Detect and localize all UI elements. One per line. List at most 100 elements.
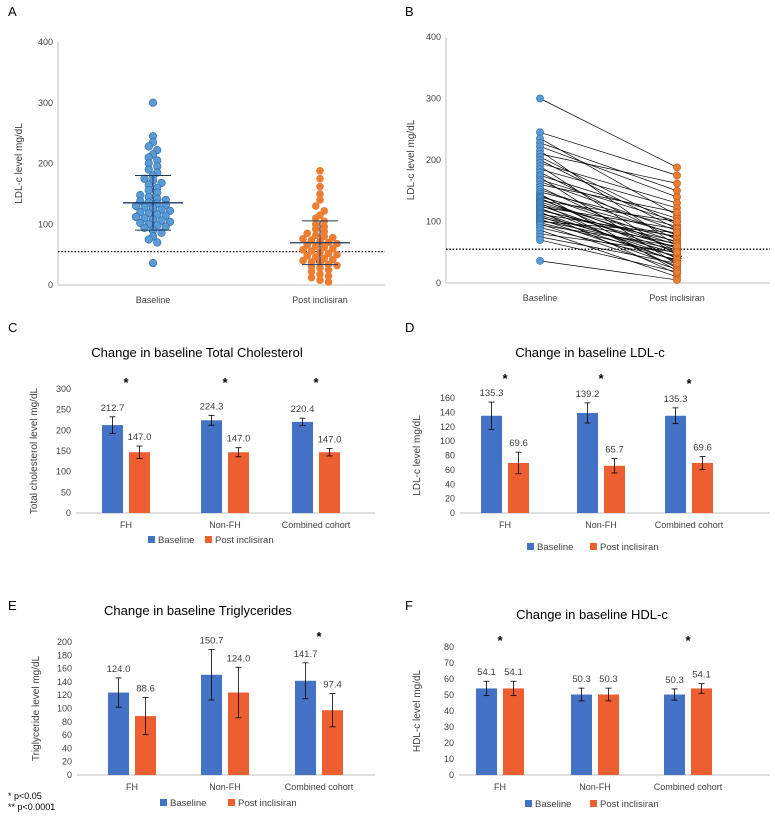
y-tick-label: 20 (445, 494, 455, 504)
y-tick-label: 0 (436, 278, 441, 288)
chart-title: Change in baseline HDL-c (516, 607, 668, 622)
y-tick-label: 60 (62, 730, 72, 740)
data-point (316, 190, 324, 198)
baseline-bar (292, 421, 313, 513)
post-bar (508, 462, 529, 513)
post-bar (129, 452, 150, 513)
x-tick-label: FH (120, 520, 132, 530)
x-tick-label: Non-FH (209, 782, 241, 792)
y-tick-label: 120 (57, 690, 72, 700)
pair-line (539, 215, 678, 254)
legend-label: Post inclisiran (215, 535, 274, 546)
data-point (324, 278, 333, 286)
baseline-bar (665, 415, 686, 513)
y-tick-label: 30 (444, 722, 454, 732)
legend-swatch-baseline (148, 536, 155, 543)
baseline-bar (577, 412, 598, 513)
y-tick-label: 200 (38, 159, 53, 169)
legend-swatch-baseline (527, 543, 534, 550)
y-tick-label: 200 (57, 637, 72, 647)
pair-line (539, 98, 678, 168)
legend-label: Post inclisiran (600, 542, 659, 553)
x-tick-label: Non-FH (209, 520, 241, 530)
post-point (673, 179, 681, 188)
legend-swatch-post (228, 799, 235, 806)
pair-line (539, 210, 678, 242)
y-tick-label: 80 (62, 717, 72, 727)
significance-marker: * (316, 629, 322, 644)
baseline-bar (102, 425, 123, 513)
pair-line (539, 131, 678, 176)
legend-label: Baseline (170, 798, 206, 809)
y-tick-label: 250 (56, 405, 71, 415)
pair-line (539, 218, 678, 267)
data-label: 135.3 (664, 394, 688, 405)
baseline-bar (664, 694, 685, 775)
post-point (673, 228, 681, 237)
data-point (333, 261, 341, 270)
pair-line (539, 260, 678, 281)
data-point (307, 267, 316, 276)
y-tick-label: 160 (57, 664, 72, 674)
pair-line (539, 162, 678, 204)
y-tick-label: 0 (48, 280, 53, 290)
post-bar (691, 688, 712, 775)
y-tick-label: 400 (38, 37, 53, 47)
pair-line (539, 199, 678, 249)
data-point (299, 235, 307, 243)
x-tick-label: Combined cohort (655, 520, 724, 530)
data-label: 141.7 (294, 649, 318, 660)
pair-line (539, 184, 678, 213)
panel-label: B (405, 4, 414, 19)
post-bar (598, 694, 619, 775)
data-label: 150.7 (200, 636, 224, 647)
data-label: 147.0 (128, 432, 152, 443)
baseline-bar (476, 688, 497, 775)
x-tick-label: FH (494, 782, 506, 792)
data-point (311, 202, 320, 210)
data-point (316, 166, 324, 175)
panel-e: E Change in baseline Triglycerides 0 20 40 60… (8, 598, 375, 809)
y-tick-label: 70 (444, 658, 454, 668)
y-tick-label: 100 (426, 217, 441, 227)
chart-title: Change in baseline Total Cholesterol (91, 345, 303, 360)
panel-a: A 0 100 200 300 400 LDL-c level mg/dL Baseline P… (8, 4, 385, 305)
y-tick-label: 40 (62, 743, 72, 753)
data-point (131, 212, 141, 222)
data-point (148, 259, 158, 268)
y-tick-label: 10 (444, 754, 454, 764)
panel-label: A (8, 4, 17, 19)
data-point (316, 270, 324, 278)
significance-marker: * (123, 375, 129, 390)
pair-line (539, 222, 678, 257)
y-tick-label: 50 (444, 690, 454, 700)
y-tick-label: 140 (440, 407, 455, 417)
x-tick-label: Non-FH (585, 520, 617, 530)
pair-line (539, 216, 678, 262)
post-point (673, 248, 681, 257)
data-point (303, 229, 312, 238)
y-tick-label: 40 (445, 479, 455, 489)
data-label: 212.7 (101, 403, 125, 414)
pair-line (539, 191, 678, 227)
y-tick-label: 200 (56, 425, 71, 435)
y-tick-label: 300 (56, 384, 71, 394)
data-label: 50.3 (599, 674, 618, 685)
pair-line (539, 236, 678, 264)
post-bar (503, 688, 524, 775)
legend-label: Baseline (158, 535, 194, 546)
x-tick-label: Post inclisiran (292, 295, 348, 305)
data-label: 88.6 (136, 683, 155, 694)
pair-line (539, 195, 678, 243)
data-label: 220.4 (291, 404, 315, 415)
x-tick-label: Post inclisiran (649, 293, 705, 303)
data-point (311, 214, 320, 222)
chart-title: Change in baseline Triglycerides (104, 603, 292, 618)
baseline-point (536, 236, 544, 244)
x-tick-label: Baseline (523, 293, 558, 303)
data-point (316, 276, 324, 284)
pair-line (539, 156, 678, 225)
y-tick-label: 0 (449, 770, 454, 780)
post-bar (228, 452, 249, 513)
